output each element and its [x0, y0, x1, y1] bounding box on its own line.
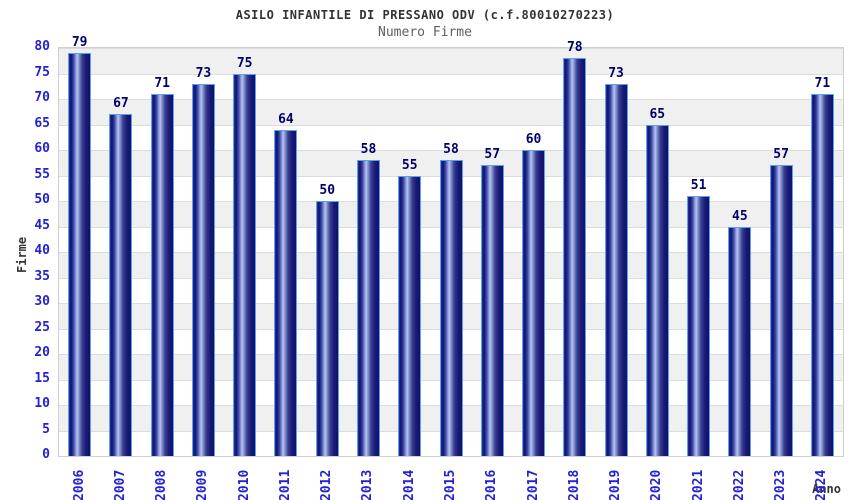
plot-band: [59, 73, 843, 99]
x-tick-label-2020: 2020: [649, 469, 665, 500]
chart-title: ASILO INFANTILE DI PRESSANO ODV (c.f.800…: [235, 8, 615, 22]
x-tick-label-2009: 2009: [195, 469, 211, 500]
y-tick-label: 50: [34, 192, 50, 207]
plot-area: 79 2006 67 2007 71 2008 73 2009 75 2010 64 2011 50 20…: [58, 35, 844, 500]
value-label-2021: 51: [690, 177, 707, 193]
y-tick-label: 60: [34, 141, 50, 156]
bar-2024: [810, 93, 834, 456]
x-tick-label-2024: 2024: [814, 469, 830, 500]
value-label-2022: 45: [732, 208, 748, 224]
y-tick-label: 25: [34, 319, 50, 335]
value-label-2009: 73: [195, 65, 212, 81]
x-axis-title: Anno: [812, 482, 841, 496]
x-tick-label-2018: 2018: [566, 469, 582, 500]
x-tick-label-2023: 2023: [773, 469, 789, 500]
x-tick-label-2021: 2021: [690, 469, 706, 500]
plot-band: [59, 99, 843, 125]
x-tick-label-2010: 2010: [236, 469, 252, 500]
y-tick-label: 5: [42, 421, 50, 437]
y-tick-label: 30: [34, 294, 50, 309]
x-tick-label-2019: 2019: [608, 469, 624, 500]
bar-2023: [769, 165, 793, 456]
x-tick-label-2015: 2015: [443, 469, 458, 500]
y-tick-label: 35: [34, 268, 50, 284]
bar-2019: [604, 83, 628, 456]
y-tick-label: 45: [34, 217, 50, 233]
bar-2007: [109, 114, 133, 456]
value-label-2024: 71: [814, 75, 831, 91]
value-label-2011: 64: [278, 111, 294, 127]
bar-2018: [563, 58, 587, 456]
bar-2020: [645, 124, 669, 456]
value-label-2019: 73: [608, 65, 624, 81]
x-tick-label-2022: 2022: [731, 469, 747, 500]
bar-2014: [398, 175, 422, 456]
x-tick-label-2014: 2014: [401, 469, 417, 500]
x-tick-label-2006: 2006: [71, 469, 87, 500]
value-label-2014: 55: [401, 157, 418, 173]
y-tick-label: 10: [34, 396, 50, 411]
bar-2015: [439, 160, 463, 456]
plot-band: [59, 124, 843, 150]
bar-2022: [728, 226, 752, 456]
x-tick-label-2007: 2007: [112, 469, 128, 500]
value-label-2018: 78: [566, 40, 583, 56]
bar-2012: [315, 201, 339, 456]
bar-2021: [687, 195, 711, 456]
value-label-2008: 71: [154, 75, 170, 91]
bar-2016: [480, 165, 504, 456]
chart-subtitle: Numero Firme: [378, 25, 472, 40]
value-label-2013: 58: [360, 142, 377, 158]
y-tick-label: 65: [34, 115, 50, 131]
value-label-2010: 75: [236, 55, 253, 71]
x-tick-label-2012: 2012: [319, 469, 335, 500]
y-tick-label: 40: [34, 243, 50, 258]
x-tick-label-2011: 2011: [277, 469, 293, 500]
y-tick-label: 70: [34, 90, 50, 105]
value-label-2006: 79: [71, 35, 88, 51]
bar-2011: [274, 129, 298, 456]
x-tick-label-2016: 2016: [484, 469, 500, 500]
value-label-2012: 50: [319, 183, 336, 198]
x-tick-label-2008: 2008: [154, 469, 170, 500]
y-tick-label: 55: [34, 166, 50, 182]
value-label-2007: 67: [113, 96, 129, 112]
y-tick-label: 15: [34, 370, 50, 386]
y-tick-label: 75: [34, 64, 50, 80]
y-tick-label: 80: [34, 39, 50, 54]
y-tick-label: 20: [34, 345, 50, 360]
value-label-2023: 57: [773, 147, 789, 163]
value-label-2017: 60: [525, 132, 542, 147]
bar-2013: [356, 160, 380, 456]
bar-2009: [191, 83, 215, 456]
y-tick-label: 0: [42, 447, 50, 462]
value-label-2015: 58: [443, 142, 459, 158]
x-tick-label-2013: 2013: [360, 469, 376, 500]
bar-2017: [522, 150, 546, 456]
x-tick-label-2017: 2017: [525, 469, 541, 500]
value-label-2020: 65: [649, 106, 666, 122]
bar-2010: [233, 73, 257, 456]
value-label-2016: 57: [484, 147, 501, 163]
bar-2008: [150, 93, 174, 456]
bar-2006: [68, 53, 92, 456]
plot-band: [59, 48, 843, 74]
